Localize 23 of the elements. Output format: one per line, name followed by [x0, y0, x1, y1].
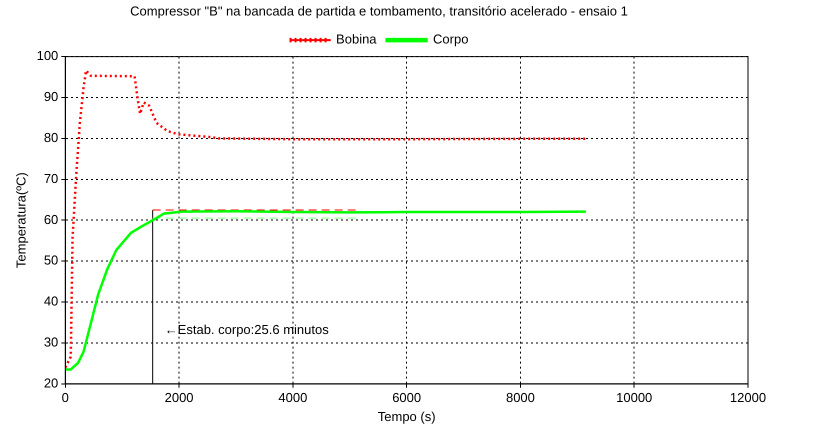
y-tick-label: 70 [44, 170, 58, 186]
y-tick-label: 50 [44, 252, 58, 268]
y-axis-title: Temperatura(ºC) [13, 172, 28, 268]
x-tick-label: 10000 [616, 390, 652, 406]
y-tick-label: 30 [44, 334, 58, 350]
x-tick-label: 8000 [506, 390, 535, 406]
y-tick-label: 20 [44, 375, 58, 390]
y-tick-label: 80 [44, 130, 58, 145]
chart-title: Compressor "B" na bancada de partida e tombamento, transitório acelerado - ensaio 1 [130, 3, 628, 18]
x-axis-title: Tempo (s) [378, 408, 436, 424]
legend-label: Bobina [336, 32, 378, 47]
x-tick-label: 6000 [392, 390, 422, 406]
x-tick-label: 12000 [730, 390, 766, 406]
legend-label: Corpo [433, 32, 468, 47]
x-tick-label: 0 [62, 390, 69, 406]
x-tick-label: 2000 [164, 390, 194, 406]
y-tick-label: 100 [36, 48, 58, 64]
x-tick-label: 4000 [278, 390, 308, 406]
y-tick-label: 60 [44, 212, 58, 227]
y-tick-label: 40 [44, 294, 58, 309]
line-series [65, 69, 588, 369]
annotation: ←Estab. corpo:25.6 minutos [164, 322, 330, 338]
y-tick-label: 90 [44, 89, 58, 104]
